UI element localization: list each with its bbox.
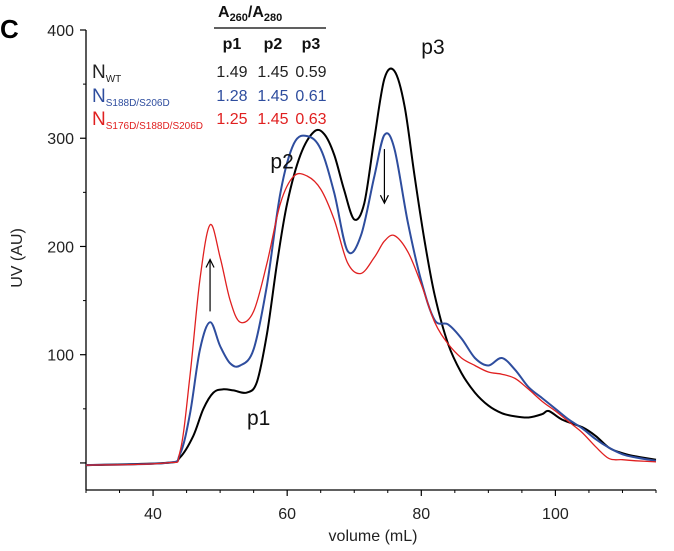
table-title-sub1: 260 xyxy=(230,12,248,24)
row-name-main: N xyxy=(92,86,106,107)
x-tick-label: 40 xyxy=(144,506,162,523)
table-col-header: p1 xyxy=(223,36,242,53)
table-col-header: p2 xyxy=(264,36,283,53)
x-tick-label: 80 xyxy=(412,506,430,523)
table-cell: 0.61 xyxy=(295,88,326,105)
row-name-sub: WT xyxy=(106,74,122,85)
y-axis-label: UV (AU) xyxy=(9,228,26,288)
table-cell: 1.49 xyxy=(216,64,247,81)
y-axis-ticks: 100 200 300 400 xyxy=(47,23,86,464)
table-row-name: NS176D/S188D/S206D xyxy=(92,109,203,132)
row-name-main: N xyxy=(92,109,106,130)
trend-arrow-head xyxy=(205,258,215,268)
table-cell: 1.28 xyxy=(216,88,247,105)
panel-label: C xyxy=(0,14,19,44)
table-cell: 1.45 xyxy=(257,64,288,81)
x-axis-ticks: 40 60 80 100 xyxy=(85,490,657,523)
table-col-header: p3 xyxy=(302,36,321,53)
series-line xyxy=(85,67,657,467)
x-tick-label: 60 xyxy=(278,506,296,523)
y-tick-label: 400 xyxy=(47,23,74,40)
y-tick-label: 300 xyxy=(47,131,74,148)
y-tick-label: 200 xyxy=(47,239,74,256)
trend-arrow-head xyxy=(379,194,389,205)
table-title-sub2: 280 xyxy=(264,12,282,24)
peak-label: p3 xyxy=(421,36,444,59)
y-tick-label: 100 xyxy=(47,348,74,365)
table-cell: 1.45 xyxy=(257,111,288,128)
table-cell: 1.25 xyxy=(216,111,247,128)
row-name-sub: S176D/S188D/S206D xyxy=(106,121,203,132)
arrow-layer xyxy=(205,149,389,312)
x-axis-label: volume (mL) xyxy=(329,528,418,545)
ratio-table: A260/A280 p1 p2 p3 NWT 1.49 1.45 0.59 NS… xyxy=(92,4,327,132)
table-cell: 1.45 xyxy=(257,88,288,105)
row-name-main: N xyxy=(92,62,106,83)
table-row-name: NS188D/S206D xyxy=(92,86,170,109)
row-name-sub: S188D/S206D xyxy=(106,98,170,109)
peak-label: p2 xyxy=(270,151,293,174)
table-title-main: A xyxy=(218,4,230,21)
table-row-name: NWT xyxy=(92,62,121,85)
table-title-sep: /A xyxy=(248,4,264,21)
x-tick-label: 100 xyxy=(542,506,569,523)
series-line xyxy=(85,172,657,466)
series-layer xyxy=(85,67,657,467)
peak-label: p1 xyxy=(247,407,270,430)
annotation-layer: p1 p2 p3 xyxy=(247,36,445,430)
series-line xyxy=(85,132,657,467)
table-cell: 0.63 xyxy=(295,111,326,128)
table-cell: 0.59 xyxy=(295,64,326,81)
table-title: A260/A280 xyxy=(218,4,282,24)
